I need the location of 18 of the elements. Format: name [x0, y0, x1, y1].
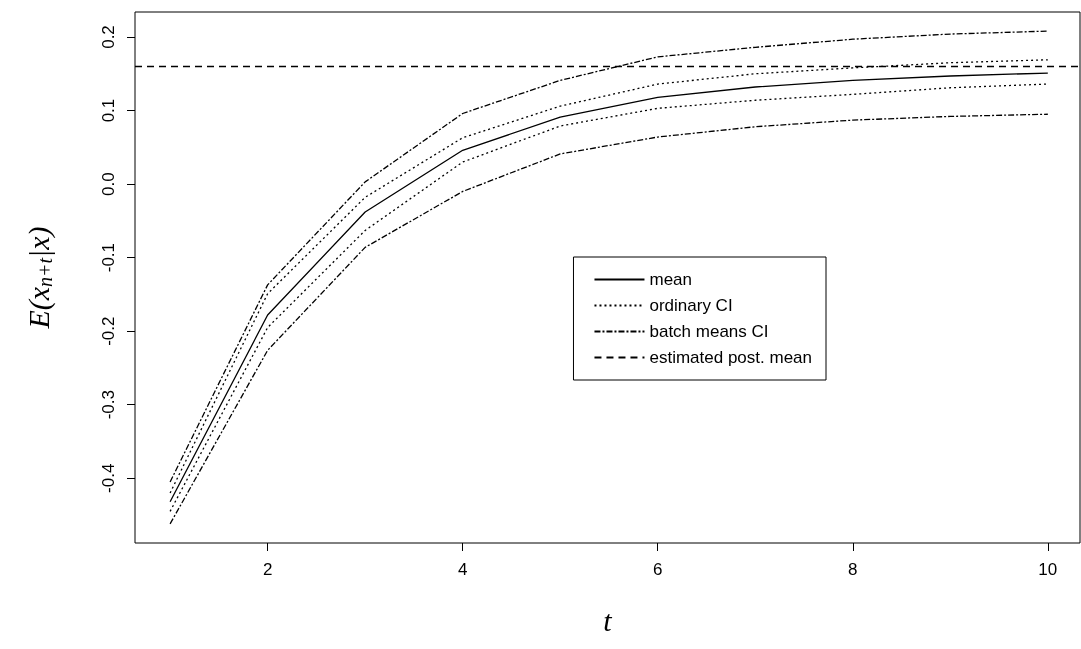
y-axis-title: E(xn+t|x) — [21, 226, 56, 330]
y-tick-label: -0.1 — [99, 242, 118, 273]
y-tick-label: -0.2 — [99, 316, 118, 346]
legend-label: batch means CI — [649, 322, 769, 341]
x-tick-label: 6 — [652, 560, 663, 579]
y-tick-label: 0.0 — [99, 172, 118, 196]
x-tick-label: 4 — [457, 560, 468, 579]
x-tick-label: 8 — [848, 560, 858, 579]
x-axis-title: t — [603, 603, 613, 637]
legend-label: mean — [649, 270, 692, 289]
x-tick-label: 2 — [262, 560, 273, 579]
legend-label: ordinary CI — [649, 296, 733, 315]
y-tick-label: -0.4 — [99, 463, 118, 493]
y-tick-label: 0.1 — [99, 98, 118, 123]
legend-label: estimated post. mean — [649, 348, 812, 367]
x-tick-label: 10 — [1038, 560, 1058, 579]
y-tick-label: -0.3 — [99, 390, 118, 420]
y-tick-label: 0.2 — [99, 25, 118, 49]
